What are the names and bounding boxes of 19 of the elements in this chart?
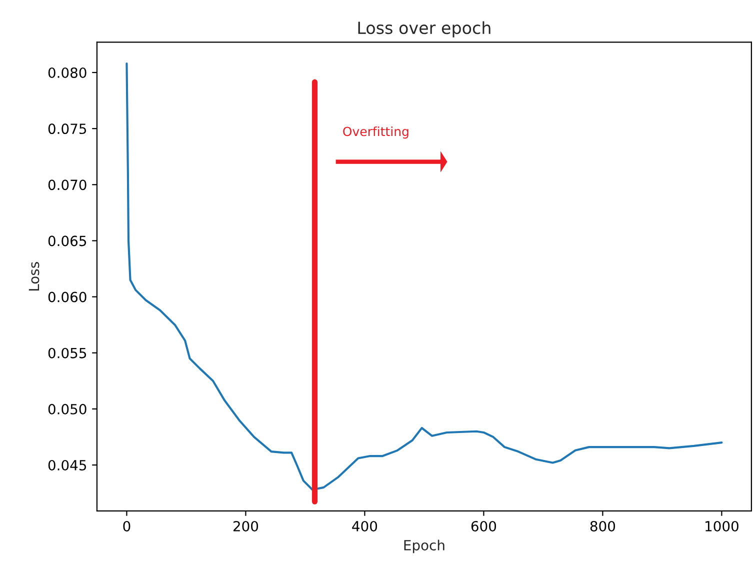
y-tick-label: 0.075 (48, 124, 86, 134)
x-tick-label: 400 (352, 520, 378, 532)
annotation: Overfitting (343, 126, 408, 139)
y-tick-label: 0.060 (48, 292, 86, 302)
x-tick-label: 800 (590, 520, 616, 532)
line-series (126, 62, 723, 491)
x-axis-title: Epoch (404, 540, 444, 554)
y-tick-label: 0.055 (48, 348, 86, 358)
chart-title: Loss over epoch (358, 21, 490, 38)
x-tick-label: 200 (233, 520, 258, 532)
x-tick-label: 1000 (706, 520, 738, 532)
y-tick-label: 0.045 (48, 460, 86, 470)
x-tick-label: 0 (123, 520, 130, 532)
x-tick-label: 600 (471, 520, 496, 532)
y-axis-title: Loss (28, 262, 40, 290)
y-tick-label: 0.065 (48, 236, 86, 246)
y-tick-label: 0.070 (48, 180, 86, 190)
y-tick-label: 0.050 (48, 404, 86, 414)
y-tick-label: 0.080 (48, 67, 86, 78)
